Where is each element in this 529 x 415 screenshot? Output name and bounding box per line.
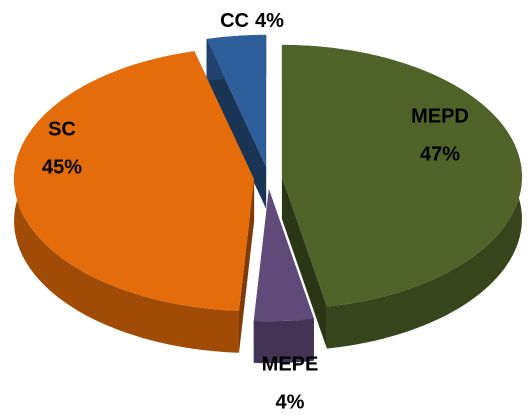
category-label: MEPE [262,353,319,375]
value-label: 4% [255,10,284,32]
slice-wall [281,176,327,349]
slice-side [253,318,314,364]
slice [253,189,314,322]
value-label: 47% [420,143,460,165]
slice-wall [206,39,267,209]
value-label: 45% [42,156,82,178]
category-label: SC [48,118,76,140]
slice [14,51,255,311]
slice-label: CC 4% [220,10,284,32]
value-label: 4% [276,391,305,413]
category-label: MEPD [411,105,469,127]
category-label: CC [220,10,249,32]
slice [206,34,267,167]
slice [281,44,522,307]
slice-wall [239,179,255,353]
